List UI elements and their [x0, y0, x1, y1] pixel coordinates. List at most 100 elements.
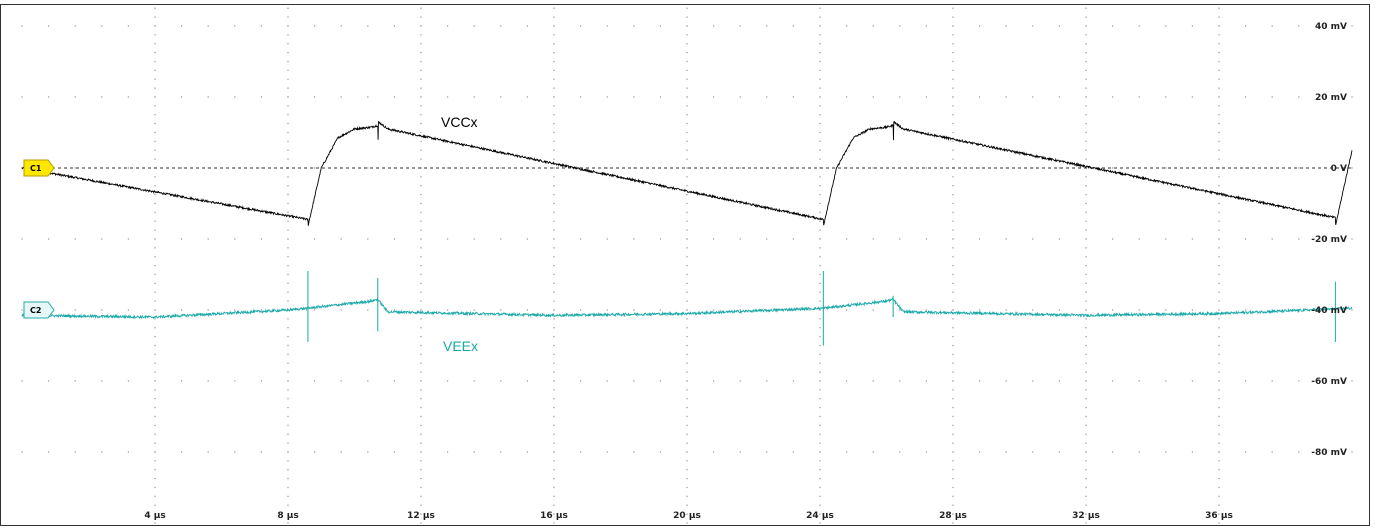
grid-dot [287, 16, 289, 18]
grid-dot [101, 238, 103, 240]
grid-dot [952, 114, 954, 116]
grid-dot [1191, 96, 1194, 98]
grid-dot [1165, 380, 1167, 382]
grid-dot [287, 229, 289, 231]
grid-dot [819, 424, 821, 427]
grid-dot [1085, 451, 1087, 453]
grid-dot [1005, 238, 1007, 240]
grid-dot [367, 309, 369, 311]
grid-dot [1085, 522, 1087, 524]
grid-dot [1218, 105, 1220, 107]
grid-dot [287, 477, 289, 480]
grid-dot [686, 477, 688, 480]
grid-dot [553, 114, 555, 116]
grid-dot [553, 504, 555, 506]
grid-dot [154, 114, 156, 116]
grid-dot [287, 158, 289, 160]
grid-dot [1085, 229, 1087, 231]
grid-dot [1351, 380, 1353, 382]
grid-dot [952, 202, 954, 205]
grid-dot [686, 176, 688, 178]
grid-dot [154, 335, 156, 338]
grid-dot [819, 371, 821, 373]
grid-dot [154, 229, 156, 231]
grid-dot [553, 318, 555, 320]
grid-dot [287, 149, 289, 151]
grid-dot [420, 398, 422, 400]
grid-dot [819, 389, 821, 391]
grid-dot [207, 25, 209, 27]
grid-dot [819, 451, 821, 453]
grid-dot [180, 96, 183, 98]
grid-dot [1218, 335, 1220, 338]
grid-dot [819, 69, 821, 72]
grid-dot [367, 451, 369, 453]
grid-dot [553, 460, 555, 462]
grid-dot [952, 344, 954, 347]
grid-dot [686, 318, 688, 320]
grid-dot [1244, 309, 1247, 311]
grid-dot [154, 300, 156, 302]
grid-dot [260, 238, 263, 240]
grid-dot [952, 34, 954, 36]
grid-dot [553, 442, 555, 444]
grid-dot [952, 353, 954, 356]
grid-dot [393, 451, 396, 453]
grid-dot [1218, 69, 1220, 72]
grid-dot [686, 460, 688, 462]
grid-dot [1058, 96, 1061, 98]
grid-dot [180, 25, 183, 27]
grid-dot [1085, 291, 1087, 293]
grid-dot [287, 256, 289, 258]
grid-dot [420, 495, 422, 498]
grid-dot [446, 96, 449, 98]
grid-dot [553, 415, 555, 418]
grid-dot [420, 353, 422, 356]
grid-dot [1298, 451, 1300, 453]
grid-dot [686, 185, 688, 187]
grid-dot [287, 211, 289, 214]
grid-dot [287, 300, 289, 302]
grid-dot [553, 256, 555, 258]
grid-dot [1218, 176, 1220, 178]
grid-dot [1244, 380, 1247, 382]
grid-dot [260, 309, 263, 311]
grid-dot [47, 451, 50, 453]
grid-dot [952, 522, 954, 524]
grid-dot [500, 451, 502, 453]
grid-dot [313, 25, 316, 27]
grid-dot [1351, 25, 1353, 27]
grid-dot [1085, 264, 1087, 267]
grid-dot [553, 380, 555, 382]
grid-dot [579, 309, 582, 311]
grid-dot [1191, 309, 1194, 311]
grid-dot [1138, 451, 1140, 453]
grid-dot [1165, 25, 1167, 27]
grid-dot [287, 389, 289, 391]
grid-dot [287, 7, 289, 9]
grid-dot [1165, 451, 1167, 453]
grid-dot [553, 273, 555, 276]
grid-dot [1218, 220, 1220, 222]
grid-dot [420, 185, 422, 187]
grid-dot [819, 398, 821, 400]
grid-dot [686, 16, 688, 18]
grid-dot [553, 309, 555, 311]
grid-dot [1085, 318, 1087, 320]
grid-dot [526, 25, 529, 27]
grid-dot [952, 273, 954, 276]
grid-dot [340, 380, 342, 382]
grid-dot [952, 43, 954, 45]
grid-dot [287, 460, 289, 462]
grid-dot [952, 105, 954, 107]
grid-dot [819, 273, 821, 276]
grid-dot [1058, 238, 1061, 240]
grid-dot [952, 149, 954, 151]
grid-dot [154, 131, 156, 134]
grid-dot [340, 96, 342, 98]
grid-dot [553, 25, 555, 27]
channel-marker-shape [23, 159, 55, 177]
grid-dot [952, 380, 954, 382]
grid-dot [500, 25, 502, 27]
grid-dot [1058, 309, 1061, 311]
